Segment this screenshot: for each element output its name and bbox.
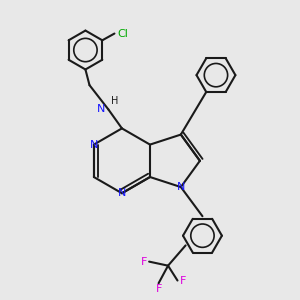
Text: Cl: Cl [117, 28, 128, 38]
Text: F: F [140, 256, 147, 267]
Text: N: N [118, 188, 126, 198]
Text: F: F [180, 275, 186, 286]
Text: F: F [155, 284, 162, 294]
Text: H: H [112, 96, 119, 106]
Text: N: N [90, 140, 98, 150]
Text: N: N [97, 104, 106, 115]
Text: N: N [177, 182, 185, 192]
